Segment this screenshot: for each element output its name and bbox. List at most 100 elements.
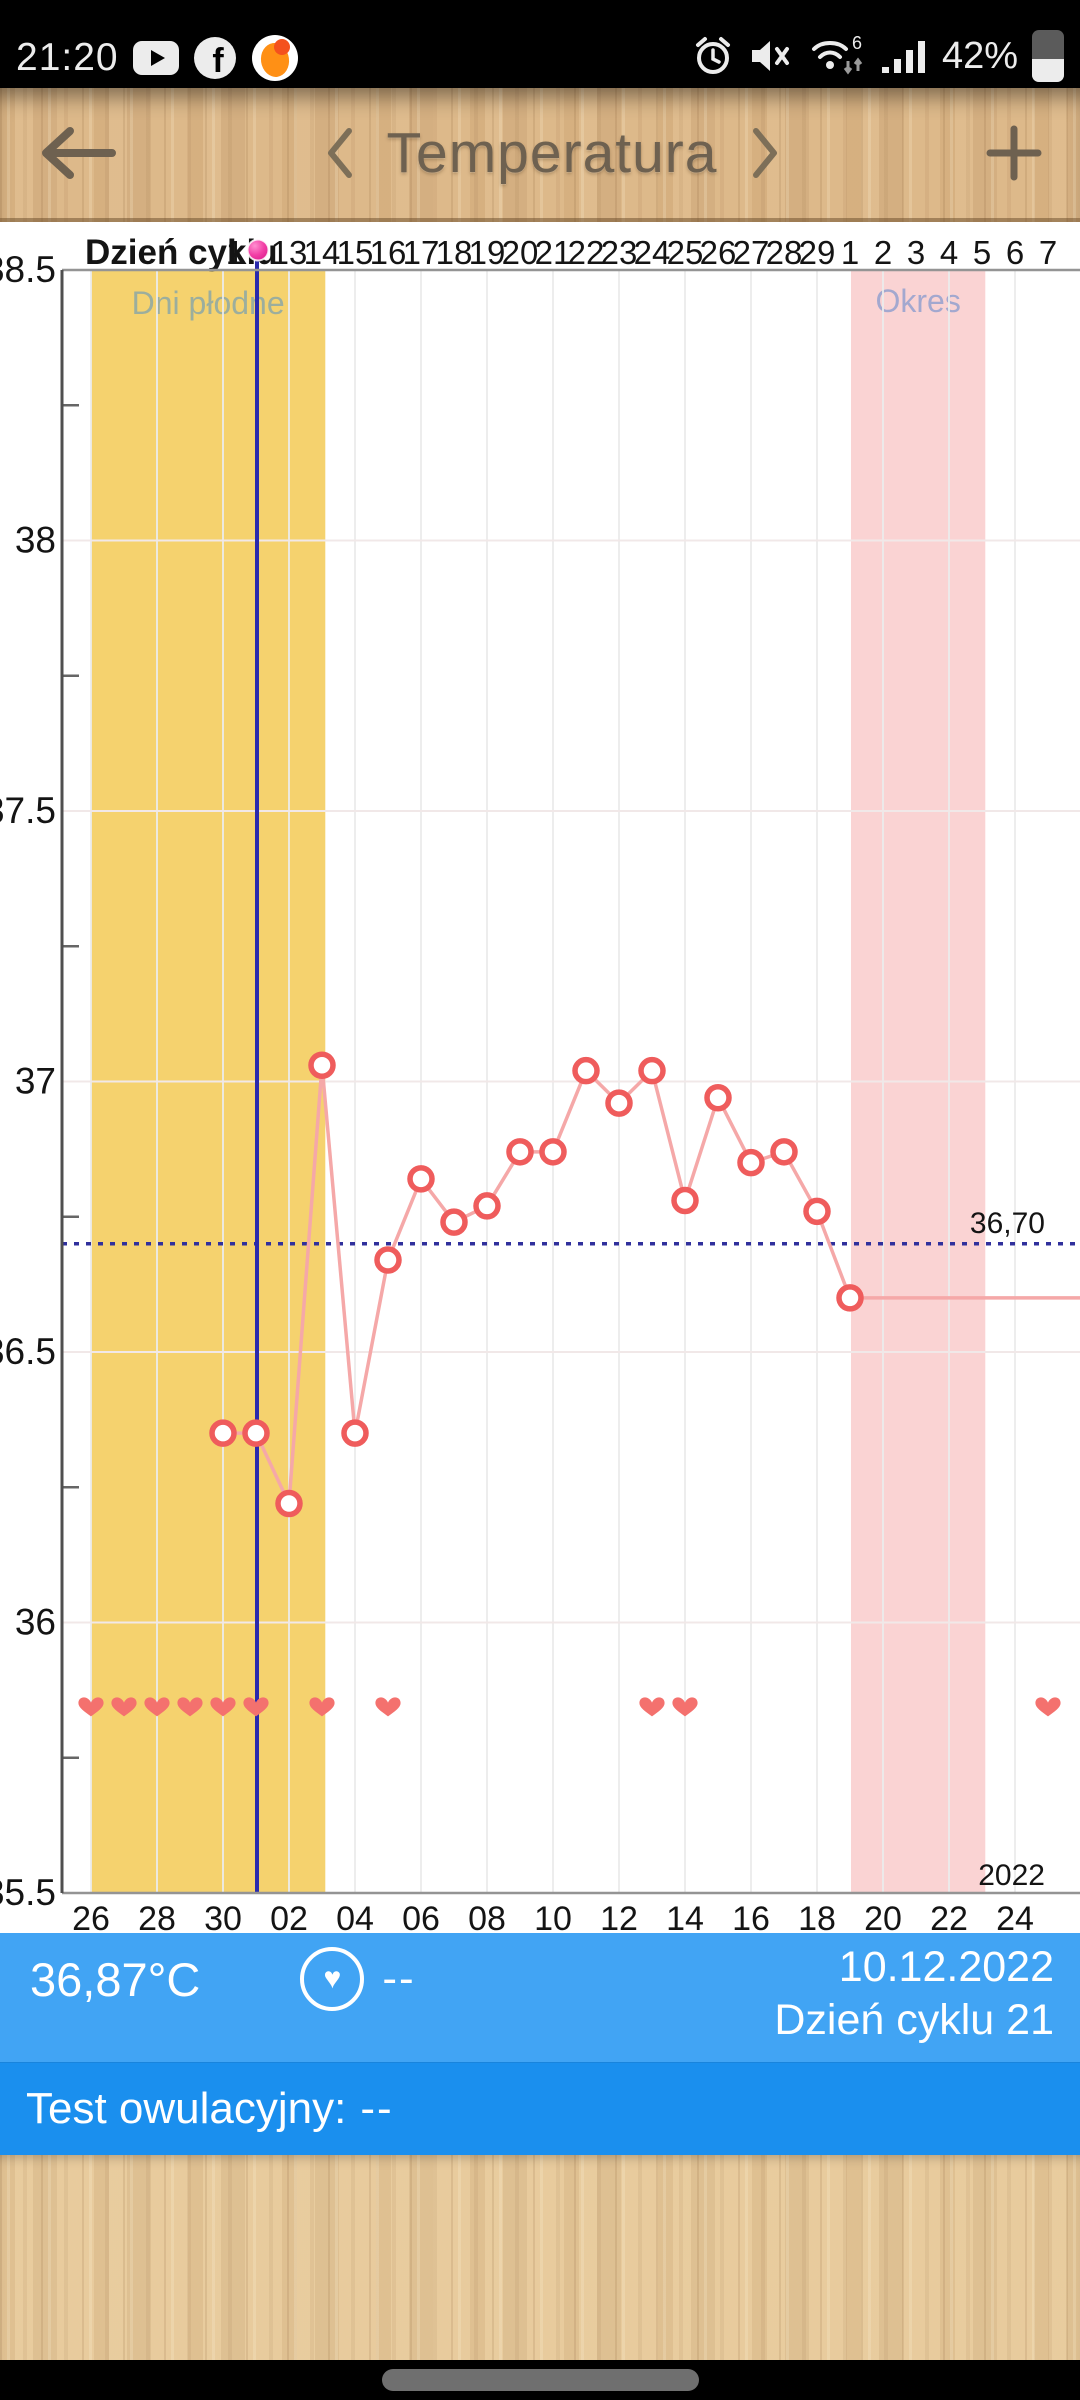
intercourse-icon[interactable]: ♥ [300, 1947, 365, 2011]
temp-point-day-17 [407, 1165, 435, 1193]
intercourse-heart-icon [672, 1697, 698, 1717]
temp-point-day-23 [605, 1089, 633, 1117]
x-axis-date-label: 10 [534, 1900, 572, 1933]
x-axis-date-label: 18 [798, 1900, 836, 1933]
next-cycle-day-number: 3 [907, 234, 925, 271]
temp-point-day-12 [242, 1419, 270, 1447]
mute-icon [751, 41, 789, 71]
cycle-day-number: 16 [370, 234, 407, 271]
temp-point-day-20 [506, 1138, 534, 1166]
bottom-wood-panel [0, 2155, 1080, 2360]
next-chart-chevron-icon[interactable] [752, 127, 780, 179]
y-axis-label: 38.5 [0, 249, 56, 290]
cycle-day-number: 29 [799, 234, 836, 271]
status-bar: 21:20 f [0, 0, 1080, 88]
alarm-icon [695, 37, 730, 74]
app-header: Temperatura [0, 88, 1080, 222]
temp-point-day-16 [374, 1246, 402, 1274]
youtube-notification-icon [132, 41, 179, 75]
temp-point-day-26 [704, 1083, 732, 1112]
temp-point-day-11 [209, 1419, 237, 1447]
ovulation-test-label: Test owulacyjny: [26, 2084, 347, 2133]
next-cycle-day-number: 4 [940, 234, 958, 271]
next-cycle-day-number: 1 [841, 234, 859, 271]
intercourse-value: -- [382, 1954, 416, 2003]
temp-point-day-28 [770, 1138, 798, 1166]
back-arrow-icon[interactable] [36, 123, 120, 183]
cycle-day-number: 20 [502, 234, 539, 271]
intercourse-heart-icon [210, 1697, 236, 1717]
intercourse-heart-icon [144, 1697, 170, 1717]
x-axis-date-label: 24 [996, 1900, 1034, 1933]
previous-chart-chevron-icon[interactable] [325, 127, 353, 179]
cycle-day-number: 19 [469, 234, 506, 271]
svg-text:f: f [212, 42, 224, 80]
x-axis-date-label: 04 [336, 1900, 374, 1933]
selected-temperature-value: 36,87°C [30, 1952, 201, 2006]
wifi6-icon: 6 [811, 33, 863, 75]
intercourse-heart-icon [177, 1697, 203, 1717]
intercourse-heart-icon [78, 1697, 104, 1717]
intercourse-heart-icon [111, 1697, 137, 1717]
cycle-day-number: 15 [337, 234, 374, 271]
fertile-days-label: Dni płodne [132, 285, 285, 321]
x-axis-date-label: 30 [204, 1900, 242, 1933]
y-axis-label: 37 [15, 1061, 56, 1102]
temp-point-day-15 [341, 1419, 369, 1447]
x-axis-date-label: 28 [138, 1900, 176, 1933]
cycle-day-number: 23 [601, 234, 638, 271]
x-axis-date-label: 12 [600, 1900, 638, 1933]
period-label: Okres [875, 283, 960, 319]
x-axis-date-label: 08 [468, 1900, 506, 1933]
cycle-day-number: 27 [733, 234, 770, 271]
cycle-day-number: 13 [271, 234, 308, 271]
y-axis-label: 37.5 [0, 790, 56, 831]
cycle-day-number: 21 [535, 234, 572, 271]
page-title: Temperatura [386, 121, 718, 185]
temperature-chart[interactable]: Dni płodne Okres 36,70 Dzień cyklu 1 13 14 15 16… [0, 222, 1080, 1933]
x-axis-date-label: 20 [864, 1900, 902, 1933]
temp-point-day-27 [737, 1148, 765, 1177]
temp-point-day-19 [473, 1192, 501, 1220]
temp-point-day-24 [638, 1056, 666, 1085]
x-axis-year-label: 2022 [978, 1859, 1045, 1892]
cycle-day-number: 1 [226, 234, 244, 271]
temp-point-day-22 [572, 1056, 600, 1085]
cycle-day-number: 18 [436, 234, 473, 271]
x-axis-date-label: 02 [270, 1900, 308, 1933]
battery-percent-label: 42% [941, 34, 1018, 77]
selected-date: 10.12.2022 [838, 1943, 1054, 1991]
intercourse-heart-icon [243, 1697, 269, 1717]
cycle-day-number: 28 [766, 234, 803, 271]
coverline-value-label: 36,70 [970, 1207, 1045, 1240]
next-cycle-day-number: 6 [1006, 234, 1024, 271]
selected-day-info-bar: 36,87°C ♥ -- 10.12.2022 Dzień cyklu 21 [0, 1933, 1080, 2062]
ovulation-test-bar[interactable]: Test owulacyjny: -- [0, 2062, 1080, 2155]
add-entry-icon[interactable] [984, 123, 1044, 183]
intercourse-heart-icon [639, 1697, 665, 1717]
selected-cycle-day: Dzień cyklu 21 [774, 1996, 1054, 2044]
cycle-day-number: 22 [568, 234, 605, 271]
intercourse-heart-icon [1035, 1697, 1061, 1717]
cycle-day-number: 25 [667, 234, 704, 271]
x-axis-date-label: 26 [72, 1900, 110, 1933]
svg-text:6: 6 [852, 33, 862, 53]
intercourse-heart-icon [375, 1697, 401, 1717]
next-cycle-day-number: 5 [973, 234, 991, 271]
y-axis-label: 36 [15, 1602, 56, 1643]
y-axis-label: 35.5 [0, 1872, 56, 1913]
x-axis-date-label: 22 [930, 1900, 968, 1933]
ovulation-dot [246, 238, 270, 262]
y-axis-label: 36.5 [0, 1331, 56, 1372]
temp-point-day-30 [836, 1284, 864, 1312]
home-indicator[interactable] [381, 2369, 699, 2391]
next-cycle-day-number: 7 [1039, 234, 1057, 271]
cycle-day-number: 26 [700, 234, 737, 271]
cycle-app-notification-icon [251, 35, 298, 81]
battery-icon [1032, 30, 1064, 82]
temp-point-day-21 [539, 1138, 567, 1166]
temp-point-day-29 [803, 1197, 831, 1226]
x-axis-date-label: 16 [732, 1900, 770, 1933]
temp-point-day-25 [671, 1186, 699, 1215]
